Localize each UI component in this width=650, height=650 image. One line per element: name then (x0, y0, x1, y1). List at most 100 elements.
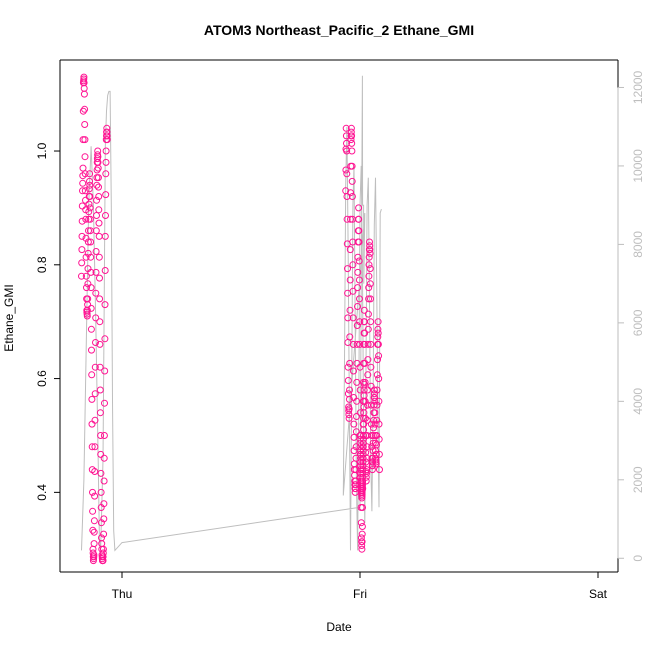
data-point (103, 128, 111, 136)
data-point (89, 488, 96, 496)
data-point (373, 441, 380, 449)
data-point (343, 147, 351, 155)
data-point (366, 242, 374, 250)
data-point (95, 183, 102, 191)
data-point (91, 416, 99, 424)
data-point (344, 377, 352, 384)
data-point (362, 473, 370, 481)
data-point (348, 139, 356, 147)
data-point (355, 215, 363, 223)
data-point (373, 386, 381, 394)
y2-tick-label: 2000 (631, 466, 645, 493)
data-point (361, 414, 369, 422)
data-point (359, 485, 367, 493)
y2-tick-label: 8000 (631, 231, 645, 258)
data-point (103, 124, 111, 132)
data-point (81, 121, 89, 128)
data-point (95, 232, 103, 240)
data-point (374, 340, 382, 348)
data-point (99, 545, 107, 553)
data-point (81, 187, 89, 195)
data-point (101, 301, 109, 309)
data-point (86, 204, 94, 212)
data-point (82, 196, 89, 204)
data-point (81, 136, 89, 144)
data-point (345, 414, 353, 422)
data-point (79, 187, 86, 195)
data-point (375, 435, 383, 443)
data-point (88, 443, 96, 451)
data-point (90, 517, 98, 525)
data-point (369, 439, 377, 447)
data-point (364, 371, 372, 379)
data-point (102, 158, 110, 166)
data-point (365, 272, 373, 280)
data-point (345, 405, 353, 413)
data-point (359, 443, 367, 451)
data-point (376, 466, 383, 474)
x-tick-label: Fri (353, 587, 367, 601)
data-point (96, 340, 104, 348)
x-tick-label: Sat (589, 587, 608, 601)
data-point (84, 301, 92, 309)
y-tick-label: 0.8 (35, 256, 49, 273)
data-point (360, 306, 368, 314)
data-point (355, 276, 363, 284)
data-point (374, 318, 382, 326)
data-point (366, 249, 374, 257)
data-point (372, 450, 380, 458)
data-point (359, 504, 366, 511)
data-point (361, 397, 369, 405)
data-point (365, 261, 373, 269)
data-point (95, 219, 103, 227)
y2-tick-label: 10000 (631, 149, 645, 183)
data-point (80, 84, 88, 92)
data-point (88, 371, 96, 379)
data-point (92, 248, 100, 255)
y2-tick-label: 12000 (631, 70, 645, 104)
data-point (97, 432, 105, 439)
data-point (343, 215, 351, 223)
data-point (344, 363, 352, 371)
data-point (102, 191, 110, 199)
data-point (367, 340, 375, 348)
data-point (359, 439, 367, 447)
data-point (351, 485, 359, 493)
data-point (355, 238, 363, 246)
data-point (346, 386, 353, 394)
data-point (369, 462, 376, 470)
data-point (347, 189, 355, 197)
data-point (358, 523, 366, 530)
data-point (370, 386, 378, 394)
data-point (375, 420, 383, 428)
data-point (350, 367, 357, 375)
data-point (354, 284, 362, 292)
data-point (101, 267, 109, 274)
data-point (361, 329, 369, 337)
data-point (94, 147, 102, 155)
data-point (356, 295, 363, 303)
y2-tick-label: 4000 (631, 388, 645, 415)
data-point (371, 439, 379, 447)
data-point (78, 259, 86, 267)
data-point (80, 90, 88, 98)
data-point (87, 304, 95, 312)
data-point (82, 272, 90, 280)
data-point (342, 124, 350, 132)
data-point (364, 386, 372, 394)
data-point (94, 164, 102, 172)
data-point (91, 468, 99, 475)
data-point (85, 185, 93, 193)
data-point (366, 265, 374, 273)
data-point (353, 413, 360, 420)
data-point (371, 409, 379, 417)
data-point (88, 346, 95, 354)
data-point (359, 473, 367, 481)
data-point (373, 371, 381, 379)
data-point (346, 306, 354, 314)
data-point (92, 268, 100, 276)
data-point (81, 153, 89, 161)
data-point (365, 284, 373, 292)
data-point (352, 428, 360, 436)
